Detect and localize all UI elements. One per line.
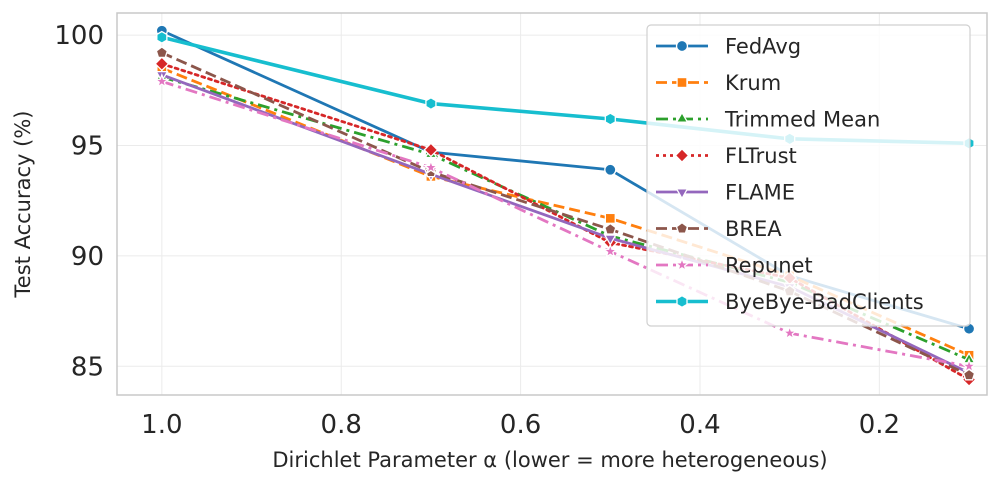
legend-label: BREA [725, 217, 782, 241]
legend-marker [674, 147, 690, 164]
data-point-fltrust [154, 56, 170, 72]
legend-marker [675, 221, 689, 234]
y-tick-label: 95 [71, 131, 104, 161]
y-axis-ticks: 85 90 95 100 [54, 21, 104, 382]
data-point-flame [603, 234, 617, 246]
x-tick-label: 0.4 [679, 410, 720, 440]
data-point-brea [155, 46, 169, 59]
y-tick-label: 100 [54, 21, 104, 51]
legend-label: FedAvg [725, 35, 801, 59]
legend-marker [675, 111, 689, 123]
x-tick-label: 0.2 [859, 410, 900, 440]
legend-item-byebye-badclients: ByeBye-BadClients [656, 290, 924, 314]
legend-item-trimmed-mean: Trimmed Mean [656, 108, 880, 132]
data-point-repunet [422, 159, 439, 175]
data-point-repunet [602, 242, 619, 259]
data-point-byebye-badclients [156, 30, 168, 44]
legend-frame [646, 24, 971, 327]
data-point-brea [604, 222, 617, 235]
data-point-krum [604, 212, 616, 224]
legend-item-fedavg: FedAvg [656, 35, 801, 59]
legend-marker [675, 39, 689, 53]
x-tick-label: 1.0 [141, 410, 182, 440]
y-tick-label: 85 [71, 352, 104, 382]
legend-item-fltrust: FLTrust [656, 144, 797, 168]
series-repunet [153, 72, 978, 374]
legend: FedAvg Krum Trimmed Mean FLTrust FLAME BREA Re… [646, 24, 971, 327]
legend-marker [673, 256, 691, 272]
legend-label: FLTrust [725, 144, 797, 168]
x-tick-label: 0.8 [321, 410, 362, 440]
plot-frame [116, 12, 988, 396]
legend-item-brea: BREA [656, 217, 782, 241]
x-axis-ticks: 1.0 0.8 0.6 0.4 0.2 [141, 410, 900, 440]
data-point-byebye-badclients [604, 112, 616, 126]
data-point-repunet [781, 324, 798, 341]
legend-item-krum: Krum [656, 71, 781, 95]
x-tick-label: 0.6 [500, 410, 541, 440]
legend-marker [676, 294, 688, 309]
legend-item-repunet: Repunet [656, 254, 813, 278]
legend-label: ByeBye-BadClients [725, 290, 924, 314]
legend-marker [675, 188, 689, 200]
legend-label: Krum [725, 71, 781, 95]
legend-label: FLAME [725, 181, 795, 205]
data-point-repunet [153, 72, 170, 89]
data-point-fltrust [423, 142, 439, 158]
y-tick-label: 90 [71, 242, 104, 272]
data-point-repunet [960, 357, 978, 374]
x-axis-label: Dirichlet Parameter α (lower = more hete… [272, 448, 827, 472]
data-point-byebye-badclients [425, 97, 437, 111]
legend-marker [676, 76, 688, 89]
data-point-fedavg [604, 163, 617, 176]
y-axis-label: Test Accuracy (%) [11, 111, 35, 299]
legend-item-flame: FLAME [656, 181, 795, 205]
legend-label: Repunet [725, 254, 813, 278]
legend-label: Trimmed Mean [724, 108, 880, 132]
